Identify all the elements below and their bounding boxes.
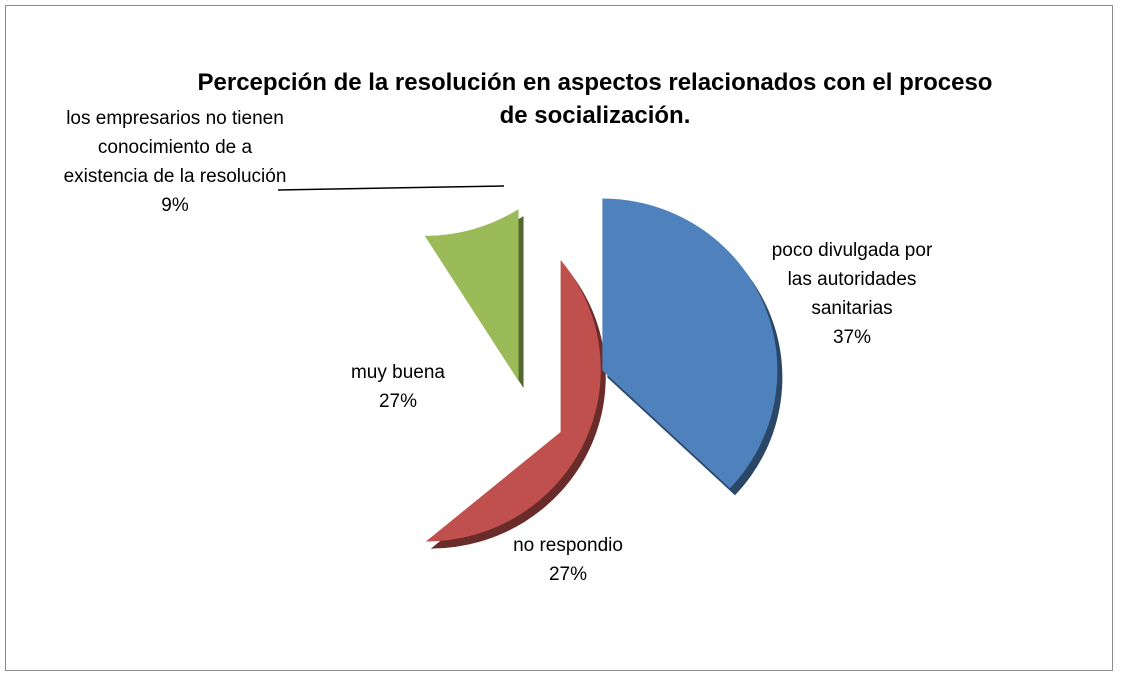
value-label: 27% — [548, 564, 588, 585]
slice — [424, 209, 519, 382]
category-label: no respondio — [513, 535, 623, 556]
value-label: 37% — [832, 327, 872, 348]
category-label: poco divulgada por las autoridades sanit… — [771, 240, 933, 319]
slice — [425, 259, 601, 542]
value-label: 27% — [378, 391, 418, 412]
slice — [602, 198, 778, 489]
chart-border — [5, 5, 1113, 671]
category-label: muy buena — [350, 362, 445, 383]
chart-title: Percepción de la resolución en aspectos … — [197, 69, 993, 129]
data-label: muy buena 27% — [323, 358, 473, 416]
data-label: los empresarios no tienen conocimiento d… — [60, 104, 290, 220]
slice-side — [430, 266, 606, 549]
leader-line — [277, 185, 505, 191]
data-label: no respondio 27% — [468, 531, 668, 589]
value-label: 9% — [161, 195, 189, 216]
data-label: poco divulgada por las autoridades sanit… — [762, 236, 942, 352]
category-label: los empresarios no tienen conocimiento d… — [63, 108, 287, 187]
slices — [424, 198, 783, 549]
